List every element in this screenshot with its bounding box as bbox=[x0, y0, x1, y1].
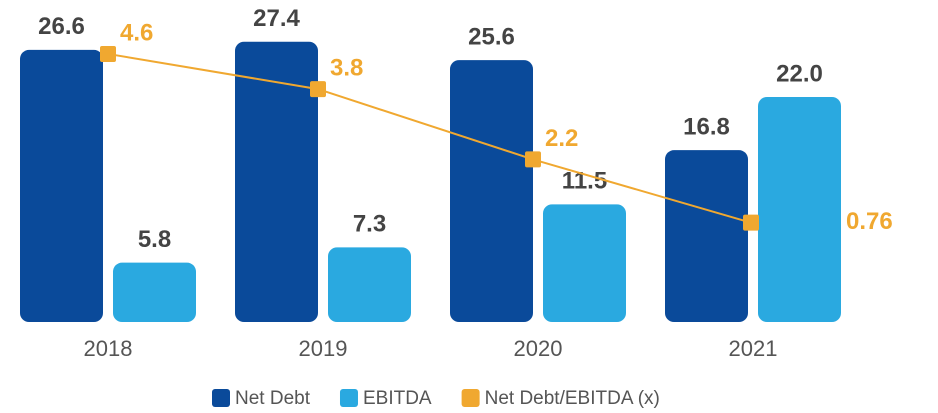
bar bbox=[20, 49, 103, 322]
data-label: 11.5 bbox=[562, 168, 607, 195]
x-tick-label: 2021 bbox=[729, 336, 778, 361]
legend-label: Net Debt bbox=[235, 388, 311, 409]
data-label: 26.6 bbox=[38, 13, 85, 40]
bar bbox=[543, 204, 626, 322]
line-marker bbox=[100, 45, 116, 62]
bar bbox=[328, 247, 411, 322]
line-marker bbox=[743, 214, 759, 231]
legend-swatch bbox=[212, 389, 230, 407]
data-label: 16.8 bbox=[683, 113, 730, 140]
data-label: 3.8 bbox=[330, 54, 363, 81]
bar bbox=[235, 41, 318, 322]
line-marker bbox=[525, 151, 541, 168]
data-label: 0.76 bbox=[846, 208, 893, 235]
bar bbox=[758, 96, 841, 322]
line-marker bbox=[310, 81, 326, 98]
data-label: 5.8 bbox=[138, 226, 171, 253]
x-tick-label: 2020 bbox=[514, 336, 563, 361]
x-tick-label: 2019 bbox=[299, 336, 348, 361]
data-label: 2.2 bbox=[545, 125, 578, 152]
data-label: 22.0 bbox=[776, 60, 823, 87]
bar bbox=[113, 262, 196, 322]
legend-swatch bbox=[339, 389, 358, 407]
legend-label: EBITDA bbox=[363, 388, 432, 409]
bar bbox=[665, 150, 748, 322]
legend-label: Net Debt/EBITDA (x) bbox=[485, 388, 660, 409]
line bbox=[107, 52, 752, 224]
legend-swatch bbox=[461, 389, 480, 407]
bar bbox=[450, 60, 533, 322]
data-label: 25.6 bbox=[468, 23, 515, 50]
data-label: 27.4 bbox=[253, 5, 300, 32]
data-label: 7.3 bbox=[353, 211, 386, 238]
x-tick-label: 2018 bbox=[84, 336, 133, 361]
data-label: 4.6 bbox=[120, 19, 153, 46]
